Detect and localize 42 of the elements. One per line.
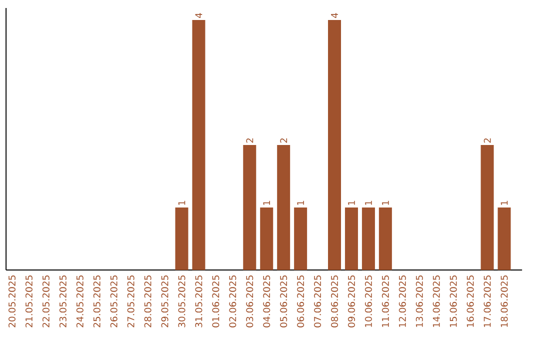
- x-tick-label: 03.06.2025: [246, 276, 254, 328]
- x-tick-label: 18.06.2025: [500, 276, 508, 327]
- data-label: 1: [382, 200, 389, 205]
- x-tick-label: 26.05.2025: [110, 276, 118, 328]
- x-tick-label: 23.05.2025: [59, 276, 66, 328]
- data-label: 2: [246, 138, 254, 143]
- data-label: 1: [297, 200, 304, 205]
- x-tick-label: 13.06.2025: [416, 276, 423, 327]
- x-tick-label: 31.05.2025: [195, 276, 202, 328]
- x-tick-label: 28.05.2025: [144, 276, 152, 328]
- x-tick-label: 15.06.2025: [450, 276, 457, 327]
- x-tick-label: 06.06.2025: [297, 276, 304, 328]
- data-label: 1: [178, 200, 186, 205]
- x-tick-label: 01.06.2025: [212, 276, 220, 328]
- x-tick-label: 22.05.2025: [42, 276, 50, 328]
- x-tick-label: 17.06.2025: [484, 276, 491, 327]
- x-tick-label: 24.05.2025: [76, 276, 84, 328]
- data-label: 1: [263, 200, 270, 205]
- data-label: 2: [280, 138, 288, 143]
- x-tick-label: 16.06.2025: [466, 276, 474, 327]
- x-tick-label: 08.06.2025: [330, 276, 338, 328]
- data-label: 1: [500, 200, 508, 205]
- x-tick-label: 29.05.2025: [161, 276, 168, 328]
- x-tick-label: 02.06.2025: [229, 276, 236, 328]
- x-tick-label: 04.06.2025: [263, 276, 270, 328]
- x-tick-label: 07.06.2025: [314, 276, 322, 328]
- x-tick-label: 10.06.2025: [364, 276, 372, 327]
- x-tick-label: 21.05.2025: [25, 276, 32, 328]
- x-tick-label: 09.06.2025: [348, 276, 355, 328]
- x-tick-label: 20.05.2025: [8, 276, 16, 328]
- data-label: 4: [331, 13, 338, 18]
- data-label: 2: [484, 138, 491, 143]
- data-label: 1: [348, 200, 355, 205]
- x-tick-label: 25.05.2025: [93, 276, 100, 328]
- x-tick-label: 30.05.2025: [178, 276, 186, 328]
- data-label: 4: [195, 13, 202, 18]
- x-tick-label: 12.06.2025: [398, 276, 406, 327]
- x-tick-label: 27.05.2025: [127, 276, 134, 328]
- x-tick-label: 14.06.2025: [432, 276, 440, 327]
- x-tick-label: 05.06.2025: [280, 276, 288, 328]
- data-label: 1: [365, 200, 372, 205]
- x-tick-label: 11.06.2025: [382, 276, 389, 327]
